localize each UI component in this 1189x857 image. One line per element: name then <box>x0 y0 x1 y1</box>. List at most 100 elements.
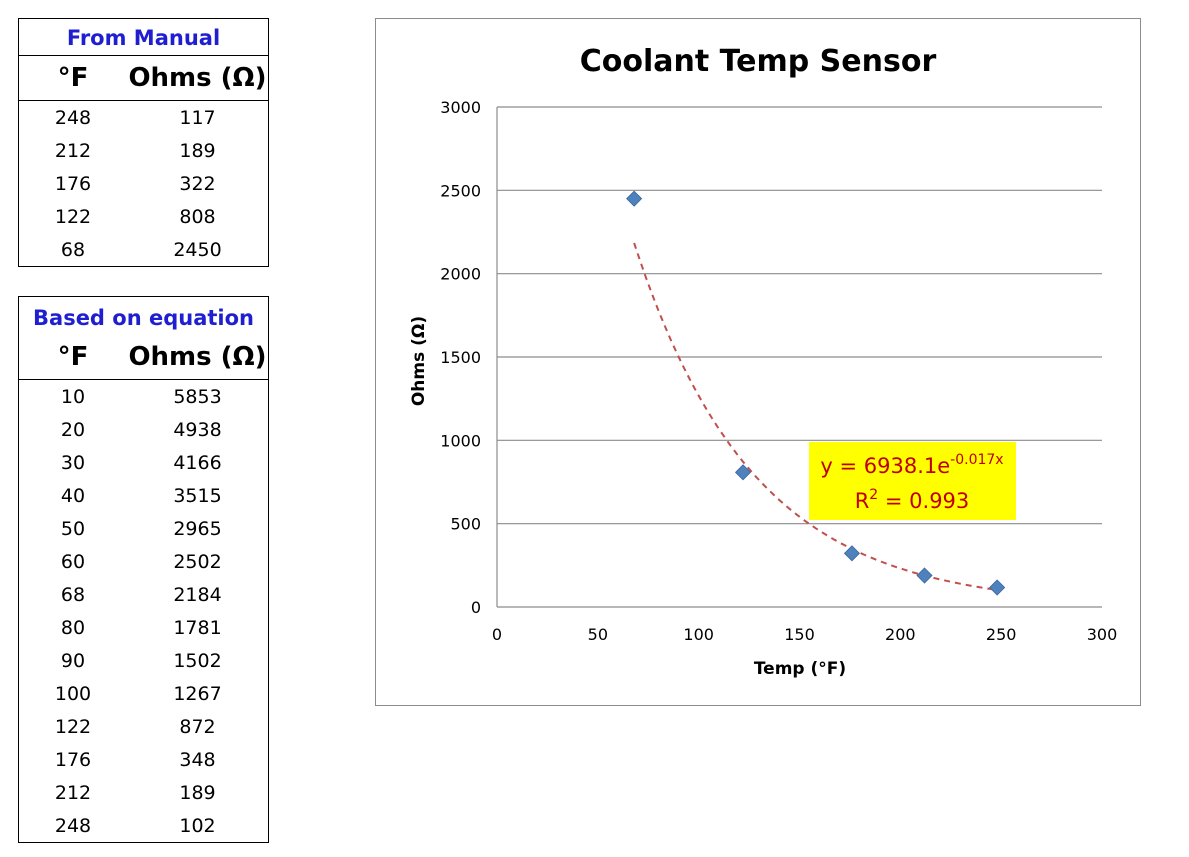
equation-row: 30 4166 <box>19 446 268 479</box>
annotation-equation: y = 6938.1e-0.017x <box>820 452 1003 478</box>
equation-row: 68 2184 <box>19 578 268 611</box>
equation-cell-f: 50 <box>60 517 86 540</box>
equation-cell-f: 30 <box>60 451 86 474</box>
manual-cell-ohms: 322 <box>179 172 216 195</box>
equation-table-header: °F Ohms (Ω) <box>19 335 268 380</box>
equation-table: Based on equation °F Ohms (Ω) 10 5853 20 49… <box>18 296 269 843</box>
data-point <box>843 545 860 562</box>
data-point <box>989 579 1006 596</box>
equation-cell-ohms: 5853 <box>173 385 222 408</box>
equation-cell-f: 20 <box>60 418 86 441</box>
x-tick-labels: 0 50 100 150 200 250 300 <box>492 625 1117 644</box>
equation-cell-f: 80 <box>60 616 86 639</box>
equation-row: 176 348 <box>19 743 268 776</box>
equation-cell-f: 40 <box>60 484 86 507</box>
y-tick-label: 1500 <box>440 348 481 367</box>
r2-prefix: R <box>855 489 870 513</box>
y-tick-label: 3000 <box>440 98 481 117</box>
equation-cell-ohms: 2965 <box>173 517 222 540</box>
x-tick-label: 300 <box>1087 625 1118 644</box>
equation-cell-ohms: 1781 <box>173 616 222 639</box>
equation-cell-ohms: 348 <box>179 748 216 771</box>
x-tick-label: 250 <box>986 625 1017 644</box>
manual-table-title: From Manual <box>19 19 268 56</box>
x-axis-label: Temp (°F) <box>754 659 846 679</box>
manual-row: 212 189 <box>19 134 268 167</box>
manual-row: 68 2450 <box>19 233 268 266</box>
manual-col-f: °F <box>57 63 89 93</box>
equation-cell-ohms: 2502 <box>173 550 222 573</box>
equation-cell-f: 212 <box>54 781 92 804</box>
r2-suffix: = 0.993 <box>878 489 969 513</box>
equation-row: 122 872 <box>19 710 268 743</box>
equation-row: 100 1267 <box>19 677 268 710</box>
data-points <box>626 190 1006 596</box>
equation-row: 212 189 <box>19 776 268 809</box>
manual-row: 122 808 <box>19 200 268 233</box>
x-tick-label: 200 <box>885 625 916 644</box>
manual-row: 248 117 <box>19 101 268 134</box>
annotation-background <box>809 442 1016 520</box>
manual-row: 176 322 <box>19 167 268 200</box>
equation-row: 20 4938 <box>19 413 268 446</box>
manual-cell-f: 122 <box>54 205 92 228</box>
manual-cell-ohms: 2450 <box>173 238 222 261</box>
equation-row: 50 2965 <box>19 512 268 545</box>
manual-cell-f: 176 <box>54 172 92 195</box>
annotation-r2: R2 = 0.993 <box>855 487 970 513</box>
x-tick-label: 50 <box>588 625 608 644</box>
data-point <box>916 567 933 584</box>
chart-grid <box>496 106 1102 608</box>
chart-frame: Coolant Temp Sensor 0 500 1000 1500 2000 2500… <box>375 18 1141 706</box>
equation-cell-ohms: 3515 <box>173 484 222 507</box>
equation-cell-ohms: 4938 <box>173 418 222 441</box>
equation-cell-f: 248 <box>54 814 92 837</box>
equation-col-f: °F <box>57 342 89 372</box>
equation-cell-f: 68 <box>60 583 86 606</box>
equation-cell-ohms: 4166 <box>173 451 222 474</box>
manual-cell-f: 212 <box>54 139 92 162</box>
equation-cell-ohms: 189 <box>179 781 216 804</box>
chart-title: Coolant Temp Sensor <box>580 44 937 79</box>
equation-cell-ohms: 1502 <box>173 649 222 672</box>
equation-cell-ohms: 102 <box>179 814 216 837</box>
x-tick-label: 100 <box>683 625 714 644</box>
equation-exponent: -0.017x <box>950 452 1003 468</box>
manual-table-body: 248 117 212 189 176 322 122 808 68 2450 <box>19 101 268 266</box>
equation-row: 40 3515 <box>19 479 268 512</box>
equation-cell-f: 10 <box>60 385 86 408</box>
y-axis-label: Ohms (Ω) <box>409 316 429 406</box>
equation-cell-f: 60 <box>60 550 86 573</box>
coolant-chart: Coolant Temp Sensor 05001000150020002500… <box>409 44 1117 679</box>
equation-col-ohms: Ohms (Ω) <box>128 342 267 372</box>
equation-row: 248 102 <box>19 809 268 842</box>
r2-superscript: 2 <box>869 487 878 503</box>
manual-cell-ohms: 808 <box>179 205 216 228</box>
x-tick-label: 150 <box>784 625 815 644</box>
trendline <box>633 242 998 591</box>
data-point <box>626 190 643 207</box>
x-tick-label: 0 <box>492 625 502 644</box>
data-point <box>734 464 752 481</box>
equation-cell-ohms: 872 <box>179 715 216 738</box>
equation-prefix: y = 6938.1e <box>820 454 950 478</box>
manual-cell-f: 68 <box>60 238 86 261</box>
y-tick-labels: 0 500 1000 1500 2000 2500 3000 <box>440 98 481 617</box>
equation-row: 90 1502 <box>19 644 268 677</box>
manual-cell-f: 248 <box>54 106 92 129</box>
equation-table-title: Based on equation <box>33 306 254 330</box>
equation-row: 60 2502 <box>19 545 268 578</box>
equation-cell-f: 90 <box>60 649 86 672</box>
manual-table: From Manual °F Ohms (Ω) 248 117 212 189 176 3… <box>18 18 269 267</box>
manual-cell-ohms: 189 <box>179 139 216 162</box>
equation-cell-ohms: 2184 <box>173 583 222 606</box>
equation-cell-f: 122 <box>54 715 92 738</box>
y-tick-label: 0 <box>471 598 481 617</box>
equation-cell-ohms: 1267 <box>173 682 222 705</box>
equation-table-body: 10 5853 20 4938 30 4166 40 3515 50 2965 60 2502 68 21… <box>19 380 268 842</box>
y-tick-label: 500 <box>450 515 481 534</box>
manual-table-header: °F Ohms (Ω) <box>19 56 268 101</box>
trendline-annotation: y = 6938.1e-0.017x R2 = 0.993 <box>809 442 1016 520</box>
equation-row: 10 5853 <box>19 380 268 413</box>
y-tick-label: 2000 <box>440 265 481 284</box>
